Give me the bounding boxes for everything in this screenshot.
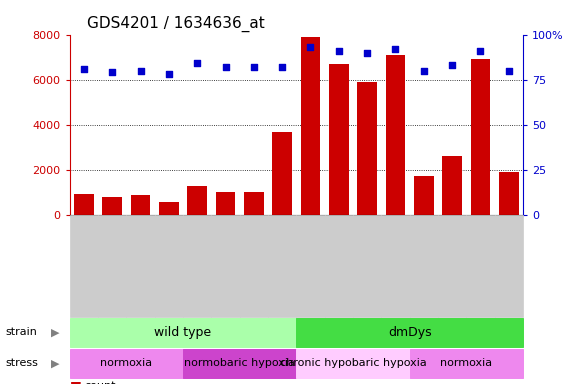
Bar bbox=[159, 202, 179, 215]
Text: ▶: ▶ bbox=[51, 327, 59, 338]
Bar bbox=[414, 175, 433, 215]
Text: strain: strain bbox=[6, 327, 38, 338]
Text: normobaric hypoxia: normobaric hypoxia bbox=[184, 358, 295, 369]
Point bbox=[504, 68, 514, 74]
Text: wild type: wild type bbox=[155, 326, 211, 339]
Point bbox=[249, 64, 259, 70]
Bar bbox=[357, 82, 377, 215]
Text: ▶: ▶ bbox=[51, 358, 59, 369]
Point bbox=[79, 66, 88, 72]
Point bbox=[192, 60, 202, 66]
Point bbox=[391, 46, 400, 52]
Point bbox=[306, 44, 315, 50]
Text: dmDys: dmDys bbox=[388, 326, 432, 339]
Bar bbox=[386, 55, 406, 215]
Point bbox=[164, 71, 174, 77]
Text: GDS4201 / 1634636_at: GDS4201 / 1634636_at bbox=[87, 15, 265, 31]
Text: normoxia: normoxia bbox=[440, 358, 492, 369]
Point bbox=[107, 70, 117, 76]
Point bbox=[278, 64, 287, 70]
Bar bbox=[131, 195, 150, 215]
Point bbox=[476, 48, 485, 54]
Point bbox=[221, 64, 230, 70]
Text: ■: ■ bbox=[70, 379, 81, 384]
Text: stress: stress bbox=[6, 358, 39, 369]
Text: chronic hypobaric hypoxia: chronic hypobaric hypoxia bbox=[279, 358, 426, 369]
Bar bbox=[102, 197, 122, 215]
Point bbox=[136, 68, 145, 74]
Bar bbox=[471, 60, 490, 215]
Bar bbox=[74, 194, 94, 215]
Bar bbox=[329, 64, 349, 215]
Bar bbox=[244, 192, 264, 215]
Point bbox=[419, 68, 428, 74]
Bar bbox=[499, 172, 519, 215]
Point bbox=[334, 48, 343, 54]
Bar bbox=[272, 132, 292, 215]
Text: count: count bbox=[84, 381, 116, 384]
Bar bbox=[187, 186, 207, 215]
Text: normoxia: normoxia bbox=[101, 358, 152, 369]
Bar bbox=[300, 37, 320, 215]
Point bbox=[447, 62, 457, 68]
Bar bbox=[216, 192, 235, 215]
Point bbox=[363, 50, 372, 56]
Bar bbox=[442, 156, 462, 215]
